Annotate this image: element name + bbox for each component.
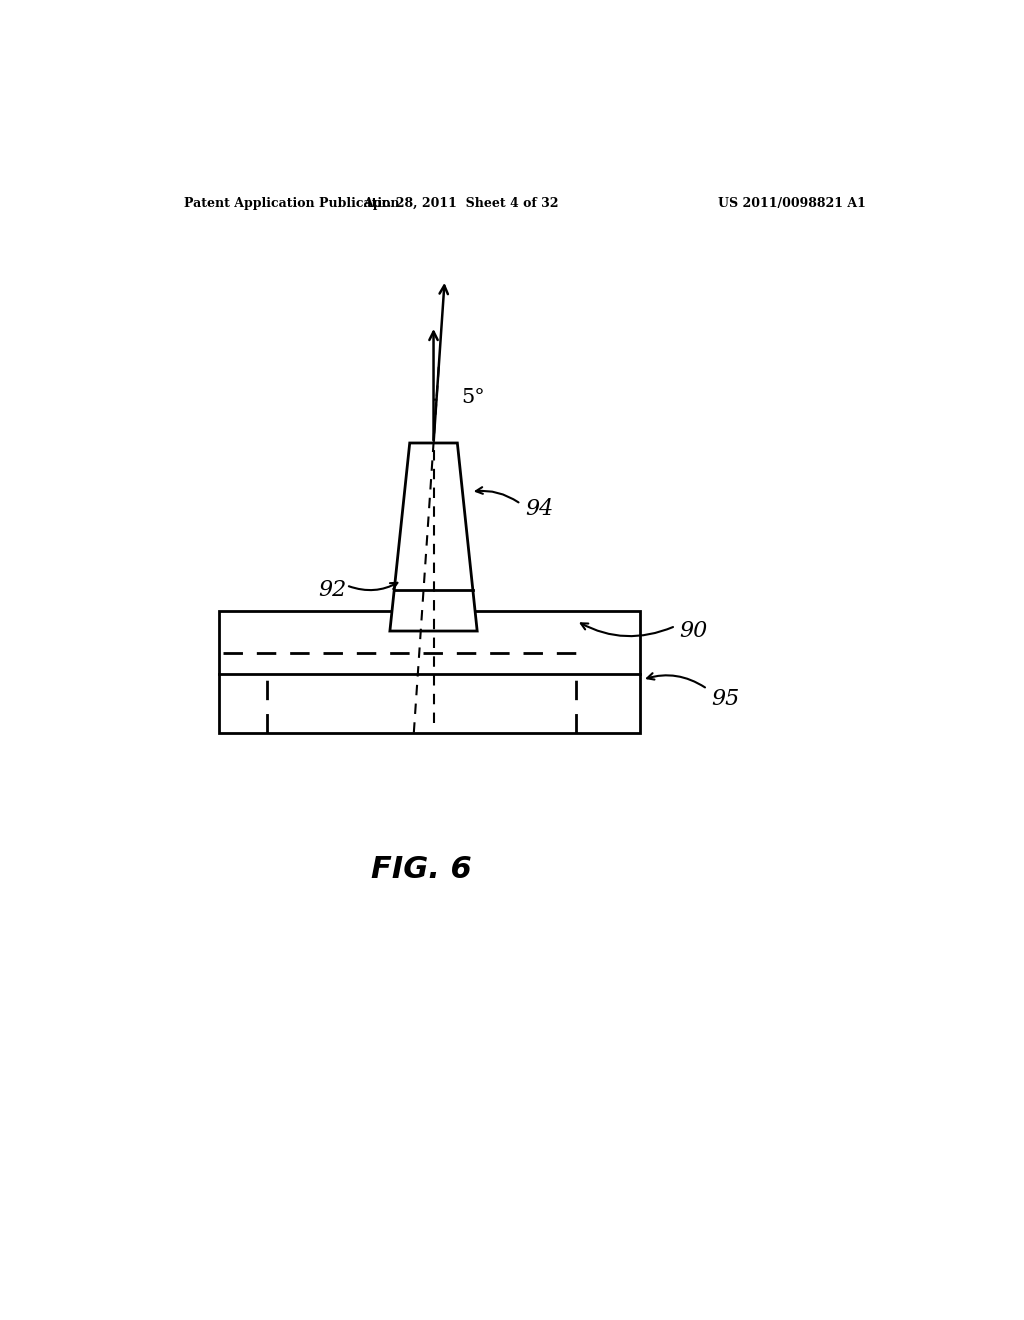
Text: 90: 90 <box>680 620 708 642</box>
Text: Apr. 28, 2011  Sheet 4 of 32: Apr. 28, 2011 Sheet 4 of 32 <box>364 197 559 210</box>
Text: US 2011/0098821 A1: US 2011/0098821 A1 <box>718 197 866 210</box>
Text: 92: 92 <box>318 579 347 602</box>
Text: 94: 94 <box>524 498 553 520</box>
Text: FIG. 6: FIG. 6 <box>372 855 472 884</box>
Bar <box>219 611 640 733</box>
Polygon shape <box>390 444 477 631</box>
Text: 5°: 5° <box>461 388 485 407</box>
Text: 95: 95 <box>712 688 739 710</box>
Text: Patent Application Publication: Patent Application Publication <box>183 197 399 210</box>
